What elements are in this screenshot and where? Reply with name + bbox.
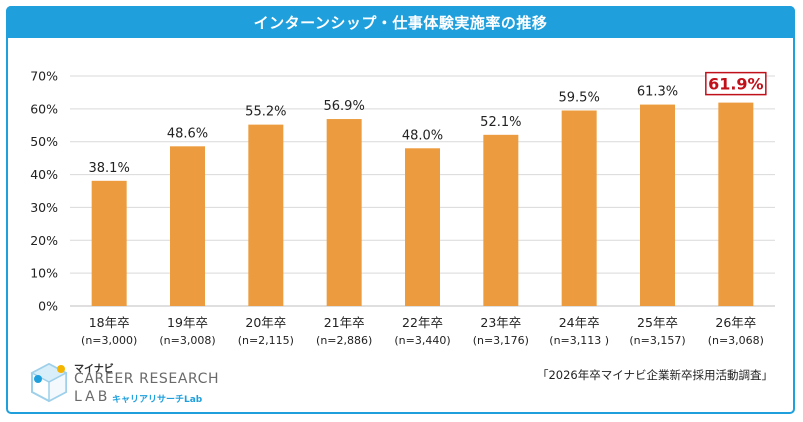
- data-label: 48.0%: [402, 128, 443, 143]
- y-tick-label: 50%: [30, 134, 58, 149]
- x-tick-sample-size: (n=3,113 ): [549, 334, 609, 347]
- data-label: 59.5%: [559, 91, 600, 106]
- x-tick-sample-size: (n=2,886): [316, 334, 372, 347]
- x-tick-sample-size: (n=3,176): [473, 334, 529, 347]
- bar: [248, 124, 284, 306]
- bar: [640, 104, 675, 306]
- logo-title-line1: CAREER RESEARCH: [74, 371, 220, 387]
- cube-logo-icon: [30, 362, 68, 403]
- x-tick-sample-size: (n=3,068): [708, 334, 764, 347]
- x-tick-label: 24年卒: [559, 315, 600, 330]
- y-tick-label: 10%: [30, 266, 58, 281]
- x-tick-sample-size: (n=3,000): [81, 334, 137, 347]
- x-tick-label: 23年卒: [480, 315, 521, 330]
- data-label: 38.1%: [89, 161, 130, 176]
- logo-title-line2: LAB: [74, 389, 111, 405]
- x-tick-label: 18年卒: [89, 315, 130, 330]
- y-tick-label: 30%: [30, 200, 58, 215]
- x-tick-sample-size: (n=3,440): [394, 334, 450, 347]
- x-tick-label: 21年卒: [324, 315, 365, 330]
- data-label: 56.9%: [324, 99, 365, 114]
- bar: [326, 119, 362, 307]
- x-tick-label: 19年卒: [167, 315, 208, 330]
- bar: [483, 134, 519, 306]
- x-tick-sample-size: (n=3,157): [629, 334, 685, 347]
- data-label: 55.2%: [245, 105, 286, 120]
- career-research-lab-logo: マイナビ CAREER RESEARCH LAB キャリアリサーチLab: [28, 360, 258, 408]
- highlight-box: [705, 71, 767, 96]
- chart-title: インターンシップ・仕事体験実施率の推移: [6, 6, 795, 38]
- y-tick-label: 20%: [30, 233, 58, 248]
- y-tick-label: 60%: [30, 101, 58, 116]
- x-tick-sample-size: (n=2,115): [238, 334, 294, 347]
- x-tick-label: 26年卒: [715, 315, 756, 330]
- source-note: 「2026年卒マイナビ企業新卒採用活動調査」: [536, 368, 773, 382]
- data-label: 48.6%: [167, 126, 208, 141]
- logo-mynavi-text: マイナビ: [74, 364, 114, 375]
- data-label: 61.9%: [708, 75, 764, 94]
- data-label: 61.3%: [637, 85, 678, 100]
- y-tick-label: 40%: [30, 167, 58, 182]
- x-tick-label: 20年卒: [245, 315, 286, 330]
- bar: [718, 102, 754, 306]
- logo-subtitle: キャリアリサーチLab: [112, 395, 203, 405]
- bar: [91, 180, 127, 306]
- x-tick-label: 22年卒: [402, 315, 443, 330]
- bar: [405, 148, 440, 306]
- data-label: 52.1%: [480, 115, 521, 130]
- y-tick-label: 70%: [30, 69, 58, 84]
- x-tick-sample-size: (n=3,008): [159, 334, 215, 347]
- bar: [170, 146, 205, 306]
- y-tick-label: 0%: [38, 299, 58, 314]
- x-tick-label: 25年卒: [637, 315, 678, 330]
- bar: [561, 110, 597, 306]
